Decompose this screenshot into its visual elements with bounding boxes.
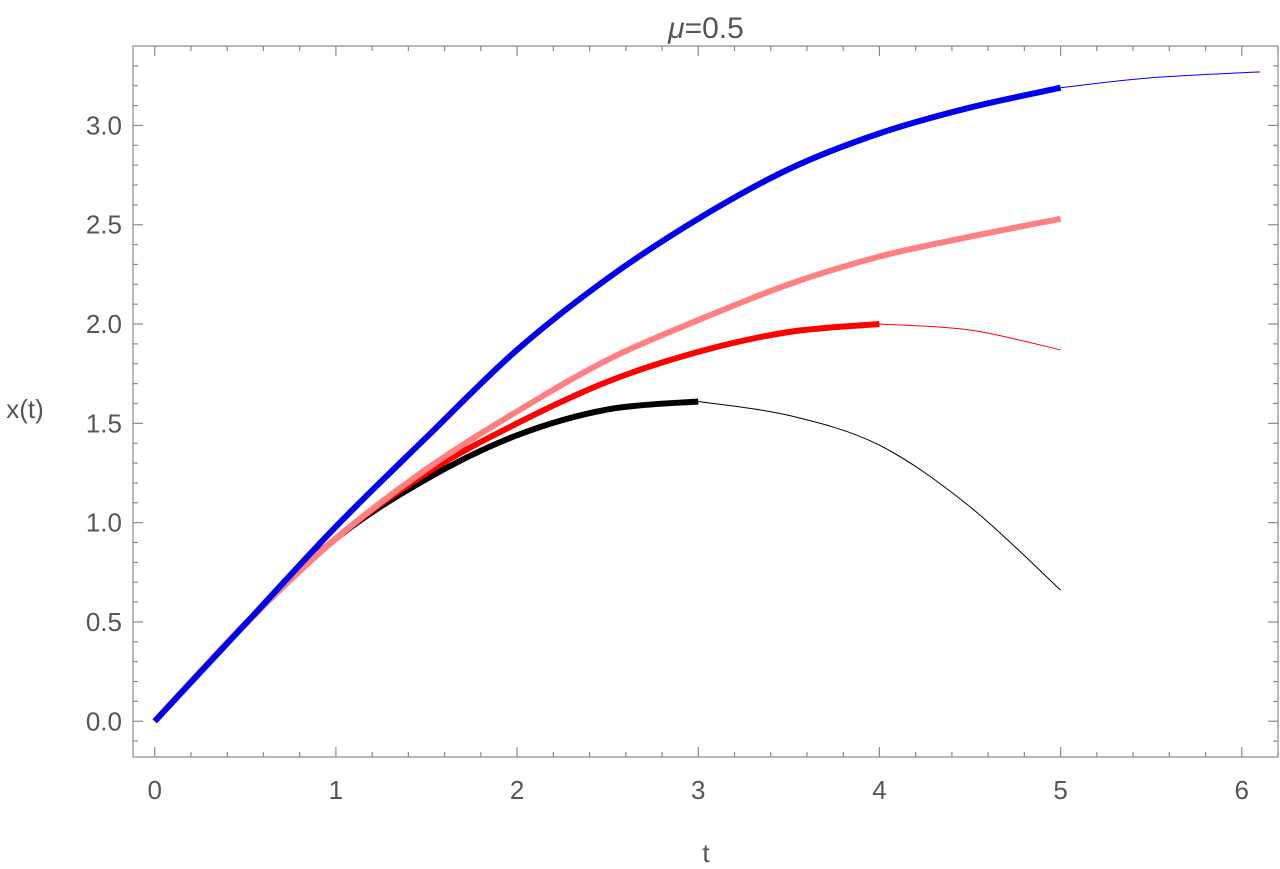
y-tick-label: 0.0: [86, 706, 122, 736]
title-mu-symbol: μ: [667, 12, 684, 45]
y-tick-label: 0.5: [86, 607, 122, 637]
series-3: [152, 215, 1062, 724]
series-2: [152, 321, 1061, 724]
y-tick-label: 1.5: [86, 408, 122, 438]
axis-ticks: [133, 46, 1279, 757]
x-tick-label: 1: [329, 775, 343, 805]
series-2-thick-line: [152, 321, 880, 724]
series-1-thick-line: [152, 398, 699, 724]
x-tick-label: 0: [148, 775, 162, 805]
y-tick-label: 3.0: [86, 110, 122, 140]
series-3-thick-line: [152, 215, 1062, 724]
series-4-thin-line: [1060, 71, 1260, 89]
plot-frame: [132, 45, 1279, 758]
x-tick-label: 5: [1053, 775, 1067, 805]
x-tick-label: 4: [872, 775, 886, 805]
y-tick-label: 1.0: [86, 508, 122, 538]
series-layer: [152, 71, 1260, 724]
title-value: =0.5: [685, 12, 744, 45]
y-axis-label: x(t): [6, 394, 44, 424]
series-4: [152, 71, 1260, 724]
x-tick-label: 2: [510, 775, 524, 805]
series-2-thin-line: [879, 323, 1061, 351]
y-tick-label: 2.0: [86, 309, 122, 339]
y-tick-label: 2.5: [86, 210, 122, 240]
series-1: [152, 398, 1061, 724]
chart-title: μ=0.5: [667, 12, 744, 45]
series-4-thick-line: [152, 84, 1062, 724]
x-tick-label: 6: [1235, 775, 1249, 805]
x-axis-label: t: [702, 838, 710, 868]
series-1-thin-line: [698, 401, 1061, 591]
x-tick-label: 3: [691, 775, 705, 805]
axis-tick-labels: 0 1 2 3 4 5 6 0.0 0.5 1.0 1.5 2.0 2.5 3.0: [86, 110, 1249, 805]
